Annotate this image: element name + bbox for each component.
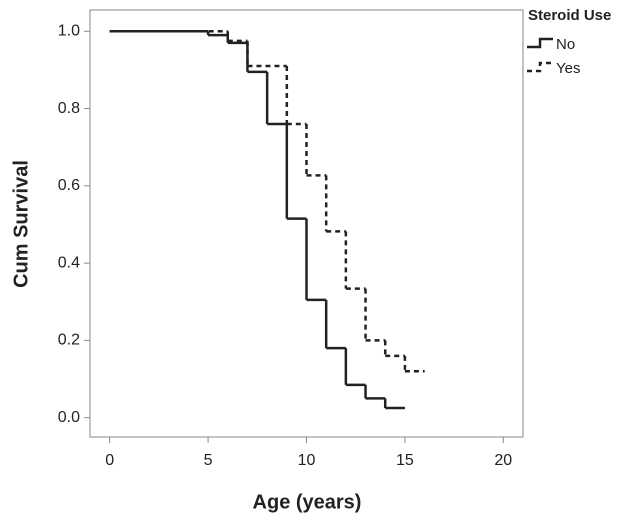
- x-tick-label: 10: [298, 452, 316, 469]
- x-tick-label: 15: [396, 452, 414, 469]
- y-tick-label: 1.0: [58, 22, 80, 39]
- y-tick-label: 0.8: [58, 100, 80, 117]
- x-tick-label: 0: [105, 452, 114, 469]
- legend-title: Steroid Use: [528, 7, 611, 24]
- x-tick-label: 5: [204, 452, 213, 469]
- legend-label: No: [556, 36, 575, 53]
- y-tick-label: 0.4: [58, 254, 80, 271]
- legend-symbol: [527, 61, 553, 73]
- y-axis-label: Cum Survival: [10, 160, 32, 288]
- legend-label: Yes: [556, 60, 580, 77]
- y-tick-label: 0.0: [58, 409, 80, 426]
- x-axis-label: Age (years): [253, 491, 362, 513]
- y-tick-label: 0.2: [58, 332, 80, 349]
- y-tick-label: 0.6: [58, 177, 80, 194]
- legend-symbol: [527, 37, 553, 49]
- x-tick-label: 20: [494, 452, 512, 469]
